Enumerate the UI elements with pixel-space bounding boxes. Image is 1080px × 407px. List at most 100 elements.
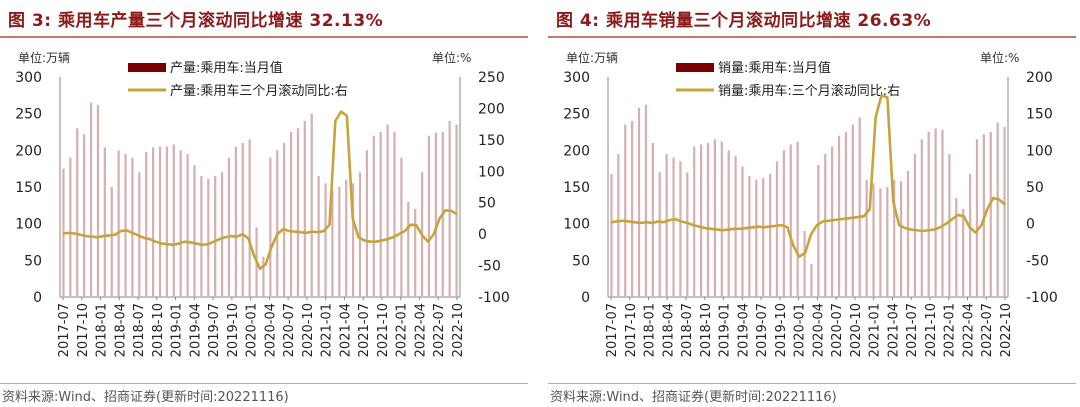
- bar: [165, 146, 168, 297]
- bar: [386, 124, 389, 297]
- y-right-tick-label: 100: [478, 164, 505, 180]
- bar: [76, 128, 79, 297]
- bar: [234, 146, 237, 297]
- legend-bar-label: 产量:乘用车:当月值: [170, 60, 283, 76]
- bar: [193, 165, 196, 297]
- y-left-tick-label: 0: [581, 290, 590, 306]
- y-right-tick-label: -50: [478, 259, 501, 275]
- bar: [865, 179, 868, 297]
- bar: [1003, 126, 1006, 298]
- bar: [83, 134, 86, 297]
- bar: [214, 176, 217, 297]
- bar: [872, 183, 875, 297]
- x-tick-label: 2018-01: [95, 303, 110, 357]
- bar: [886, 187, 889, 297]
- y-right-tick-label: 150: [1026, 107, 1053, 123]
- x-tick-label: 2022-10: [451, 303, 466, 357]
- source-note: 资料来源:Wind、招商证券(更新时间:20221116): [2, 390, 289, 405]
- y-right-tick-label: 250: [478, 70, 505, 86]
- bar: [858, 117, 861, 297]
- bar: [393, 132, 396, 297]
- bar: [310, 113, 313, 297]
- bar: [768, 173, 772, 297]
- bar: [927, 132, 930, 297]
- x-tick-label: 2019-01: [718, 303, 733, 357]
- bar: [427, 135, 431, 297]
- y-left-tick-label: 100: [15, 217, 42, 233]
- y-left-tick-label: 250: [563, 107, 590, 123]
- y-left-tick-label: 200: [563, 143, 590, 159]
- bar: [241, 143, 244, 297]
- chart-panel-production: 图 3: 乘用车产量三个月滚动同比增速 32.13% 单位:万辆 单位:% 产量:乘…: [0, 0, 528, 407]
- bar: [824, 154, 827, 297]
- x-tick-label: 2018-04: [661, 303, 676, 357]
- y-right-tick-label: 100: [1026, 143, 1053, 159]
- x-tick-label: 2022-01: [943, 303, 958, 357]
- title-divider: [548, 36, 1076, 38]
- bar: [665, 154, 668, 297]
- x-tick-label: 2021-10: [924, 303, 939, 357]
- footer-divider: [0, 383, 528, 384]
- legend-line-label: 销量:乘用车:三个月滚动同比:右: [718, 83, 900, 99]
- y-left-tick-label: 250: [15, 107, 42, 123]
- bar: [407, 201, 410, 297]
- right-unit-label: 单位:%: [980, 50, 1019, 65]
- x-tick-label: 2021-07: [357, 303, 372, 357]
- bar: [324, 183, 327, 297]
- x-tick-label: 2020-04: [811, 303, 826, 357]
- bar: [172, 144, 175, 297]
- bar: [720, 141, 723, 297]
- bar: [69, 157, 72, 297]
- x-tick-label: 2019-10: [774, 303, 789, 357]
- y-right-tick-label: -100: [1026, 290, 1058, 306]
- y-left-tick-label: 150: [15, 180, 42, 196]
- x-tick-label: 2021-01: [868, 303, 883, 357]
- x-tick-label: 2018-10: [699, 303, 714, 357]
- x-tick-label: 2020-07: [830, 303, 845, 357]
- x-tick-label: 2020-10: [301, 303, 316, 357]
- bar: [727, 150, 730, 297]
- x-tick-label: 2019-01: [170, 303, 185, 357]
- bar: [651, 143, 654, 297]
- bar: [713, 139, 716, 297]
- bar: [672, 157, 675, 297]
- bar: [700, 144, 703, 297]
- x-tick-label: 2019-07: [207, 303, 222, 357]
- y-right-tick-label: 50: [478, 196, 496, 212]
- bar: [934, 128, 937, 297]
- bar: [782, 150, 785, 297]
- bar: [434, 132, 437, 297]
- x-tick-label: 2021-04: [886, 303, 901, 357]
- bar: [103, 147, 106, 297]
- bar: [762, 178, 765, 297]
- x-tick-label: 2021-07: [905, 303, 920, 357]
- bar: [145, 151, 148, 297]
- bar: [989, 132, 992, 297]
- bar: [900, 181, 903, 297]
- chart-panel-sales: 图 4: 乘用车销量三个月滚动同比增速 26.63% 单位:万辆 单位:% 销量:乘…: [548, 0, 1076, 407]
- bar: [817, 165, 820, 297]
- bar: [741, 166, 744, 297]
- bar: [352, 183, 355, 297]
- bar: [269, 157, 272, 297]
- bar: [796, 141, 799, 297]
- bar: [179, 150, 182, 297]
- bar: [610, 173, 613, 297]
- bar: [748, 176, 751, 297]
- bar: [338, 187, 341, 297]
- y-right-tick-label: 200: [1026, 70, 1053, 86]
- bar: [117, 150, 120, 297]
- bar: [186, 154, 189, 297]
- x-tick-label: 2020-07: [282, 303, 297, 357]
- bar: [755, 179, 758, 297]
- bar: [996, 122, 999, 297]
- x-tick-label: 2019-10: [226, 303, 241, 357]
- bar: [248, 139, 251, 297]
- bar: [686, 172, 689, 297]
- bar: [637, 107, 641, 297]
- left-unit-label: 单位:万辆: [18, 50, 70, 65]
- x-tick-label: 2018-07: [132, 303, 147, 357]
- x-tick-label: 2018-01: [643, 303, 658, 357]
- bar: [289, 132, 293, 297]
